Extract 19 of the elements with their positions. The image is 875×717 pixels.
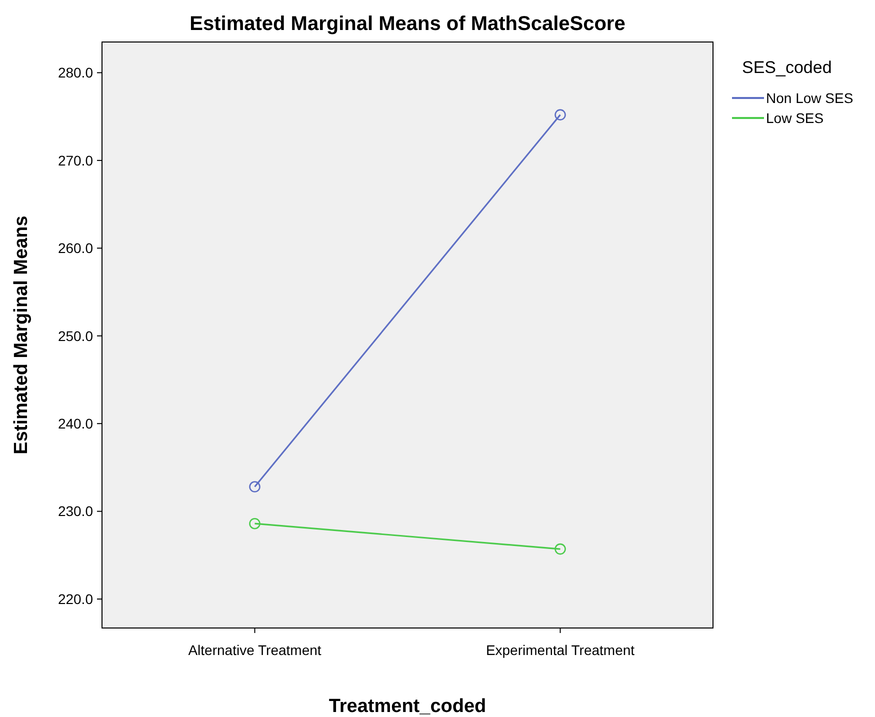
- x-tick-label: Alternative Treatment: [188, 642, 322, 658]
- point: [249, 518, 260, 530]
- x-axis-title: Treatment_coded: [328, 696, 486, 717]
- legend-label: Non Low SES: [766, 90, 854, 106]
- y-tick-label: 280.0: [58, 64, 94, 81]
- y-tick-label: 260.0: [58, 240, 94, 256]
- y-tick-label: 250.0: [58, 328, 94, 344]
- y-tick-label: 220.0: [58, 590, 94, 607]
- y-tick-label: 230.0: [58, 503, 94, 520]
- point: [554, 109, 566, 120]
- y-tick-label: 240.0: [58, 416, 94, 432]
- legend-label: Low SES: [766, 110, 824, 126]
- y-tick-label: 270.0: [58, 152, 94, 168]
- point: [249, 481, 260, 492]
- chart-title: Estimated Marginal Means of MathScaleScore: [190, 13, 626, 35]
- point: [554, 543, 566, 555]
- legend-title: SES_coded: [742, 58, 832, 77]
- x-tick-label: Experimental Treatment: [486, 642, 635, 658]
- y-axis-title: Estimated Marginal Means: [11, 216, 32, 454]
